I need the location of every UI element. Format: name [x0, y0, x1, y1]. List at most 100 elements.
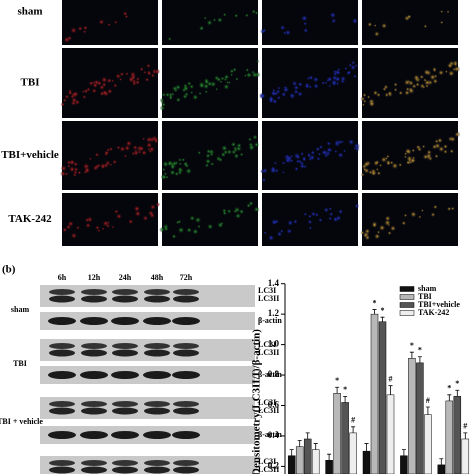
blot-band — [172, 317, 200, 325]
cell-signal — [247, 137, 252, 142]
cell-signal — [63, 36, 71, 44]
cell-signal — [318, 144, 324, 150]
y-tick-label: 1.4 — [268, 278, 280, 288]
cell-signal — [82, 29, 87, 34]
blot-band — [144, 295, 170, 303]
blot-band — [49, 466, 75, 474]
cell-signal — [423, 24, 428, 29]
cell-signal — [453, 62, 458, 67]
cell-signal — [344, 66, 348, 71]
cell-signal — [333, 71, 338, 77]
cell-signal — [115, 73, 122, 80]
cell-signal — [331, 18, 337, 24]
bar — [349, 432, 357, 474]
cell-signal — [112, 159, 118, 165]
cell-signal — [313, 83, 320, 89]
cell-signal — [449, 148, 455, 154]
cell-signal — [449, 136, 456, 143]
cell-signal — [283, 85, 288, 90]
cell-signal — [84, 217, 90, 223]
cell-signal — [65, 224, 72, 230]
blot-band — [173, 407, 199, 415]
legend-swatch — [399, 310, 415, 316]
cell-signal — [363, 233, 368, 238]
error-bar — [351, 426, 356, 433]
cell-signal — [304, 83, 311, 90]
cell-signal — [407, 80, 411, 84]
cell-signal — [147, 147, 151, 152]
y-tick-label: 0.2 — [268, 460, 280, 470]
error-bar — [439, 458, 444, 465]
blot-band — [112, 407, 138, 415]
cell-signal — [281, 170, 285, 174]
cell-signal — [84, 167, 91, 174]
cell-signal — [197, 150, 202, 155]
cell-signal — [434, 139, 439, 144]
bar — [311, 449, 320, 474]
time-label: 6h — [58, 273, 67, 282]
cell-signal — [333, 140, 341, 148]
cell-signal — [198, 91, 202, 96]
cell-signal — [189, 215, 196, 222]
cell-signal — [398, 90, 404, 96]
group-label: TBI — [13, 359, 27, 368]
cell-signal — [354, 146, 360, 152]
blot-band — [81, 466, 107, 474]
cell-signal — [407, 158, 412, 163]
cell-signal — [181, 157, 186, 162]
cell-signal — [163, 226, 169, 232]
blot-band — [143, 317, 171, 325]
cell-signal — [162, 175, 167, 180]
cell-signal — [204, 158, 212, 165]
cell-signal — [437, 145, 445, 153]
cell-signal — [106, 148, 111, 152]
cell-signal — [342, 149, 347, 153]
cell-signal — [182, 85, 190, 92]
blot-band — [81, 460, 107, 466]
cell-signal — [376, 92, 381, 98]
cell-signal — [216, 16, 223, 23]
cell-signal — [60, 165, 67, 172]
cell-signal — [112, 83, 118, 88]
blot-band — [49, 460, 75, 466]
cell-signal — [385, 160, 391, 166]
cell-signal — [334, 149, 338, 154]
cell-signal — [178, 167, 183, 172]
cell-signal — [159, 105, 166, 111]
cell-signal — [291, 80, 298, 87]
blot-band — [112, 466, 138, 474]
cell-signal — [373, 233, 381, 240]
cell-signal — [423, 78, 427, 82]
cell-signal — [316, 156, 321, 161]
cell-signal — [161, 92, 166, 97]
cell-signal — [275, 89, 281, 95]
blot-band — [144, 460, 170, 466]
cell-signal — [331, 80, 338, 87]
cell-signal — [351, 17, 359, 25]
bar — [325, 460, 333, 474]
cell-signal — [178, 162, 182, 166]
cell-signal — [307, 219, 313, 225]
blot-band — [81, 349, 107, 357]
cell-signal — [206, 223, 214, 230]
micrograph — [362, 0, 458, 45]
error-bar — [388, 385, 393, 395]
cell-signal — [230, 73, 234, 77]
cell-signal — [337, 208, 344, 215]
cell-signal — [113, 20, 118, 25]
cell-signal — [293, 84, 300, 91]
cell-signal — [324, 81, 328, 85]
cell-signal — [300, 14, 308, 22]
blot-band — [172, 371, 200, 379]
cell-signal — [70, 232, 78, 239]
cell-signal — [376, 170, 382, 176]
blot-band — [172, 431, 200, 439]
bar — [437, 464, 446, 474]
blot-strip — [40, 339, 255, 361]
cell-signal — [403, 155, 407, 159]
cell-signal — [116, 145, 121, 150]
cell-signal — [223, 83, 230, 90]
cell-signal — [383, 84, 389, 90]
cell-signal — [115, 213, 123, 220]
cell-signal — [182, 93, 188, 100]
